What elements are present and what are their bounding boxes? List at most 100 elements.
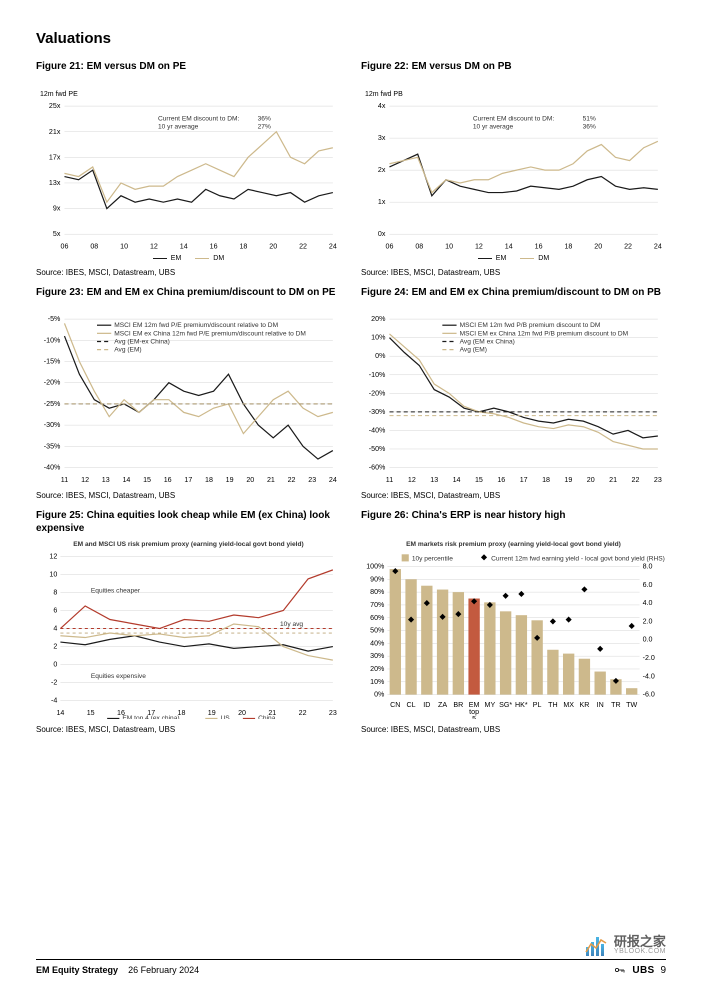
fig22-source: Source: IBES, MSCI, Datastream, UBS — [361, 268, 666, 277]
svg-text:12: 12 — [475, 242, 483, 250]
svg-text:10%: 10% — [370, 678, 385, 686]
svg-text:17x: 17x — [49, 153, 61, 161]
fig23-chart: -40%-35%-30%-25%-20%-15%-10%-5%111213141… — [36, 313, 341, 486]
svg-text:0: 0 — [53, 661, 57, 669]
svg-text:Avg (EM): Avg (EM) — [114, 346, 141, 353]
svg-text:51%: 51% — [583, 115, 596, 122]
svg-text:Equities expensive: Equities expensive — [91, 673, 146, 680]
svg-text:TH: TH — [548, 701, 557, 709]
svg-text:MY: MY — [485, 701, 496, 709]
svg-text:20: 20 — [246, 475, 254, 483]
svg-text:40%: 40% — [370, 640, 385, 648]
svg-text:16: 16 — [210, 242, 218, 250]
fig22-title: Figure 22: EM versus DM on PB — [361, 61, 666, 87]
figure-22: Figure 22: EM versus DM on PB 12m fwd PB… — [361, 61, 666, 277]
svg-text:-60%: -60% — [369, 463, 386, 471]
svg-text:Avg (EM): Avg (EM) — [460, 346, 487, 353]
svg-text:25x: 25x — [49, 102, 61, 110]
svg-text:22: 22 — [299, 709, 307, 717]
svg-text:19: 19 — [564, 475, 572, 483]
svg-text:4x: 4x — [378, 102, 386, 110]
footer-right: UBS 9 — [614, 964, 666, 976]
svg-text:CN: CN — [390, 701, 400, 709]
svg-text:EM and MSCI US risk premium pr: EM and MSCI US risk premium proxy (earni… — [73, 541, 303, 548]
fig21-legend-dm: DM — [213, 255, 224, 262]
svg-text:Current EM discount to DM:10 y: Current EM discount to DM:10 yr average — [473, 115, 555, 130]
svg-text:18: 18 — [239, 242, 247, 250]
fig22-legend-em: EM — [496, 255, 507, 262]
svg-text:-35%: -35% — [44, 442, 61, 450]
watermark-text: 研报之家 — [614, 935, 666, 948]
svg-text:16: 16 — [164, 475, 172, 483]
svg-text:-2.0: -2.0 — [643, 654, 655, 662]
fig21-source: Source: IBES, MSCI, Datastream, UBS — [36, 268, 341, 277]
svg-text:KR: KR — [579, 701, 589, 709]
svg-text:CL: CL — [407, 701, 416, 709]
svg-text:6: 6 — [53, 607, 57, 615]
svg-text:22: 22 — [632, 475, 640, 483]
svg-text:-4: -4 — [51, 697, 57, 705]
svg-text:20%: 20% — [370, 665, 385, 673]
svg-text:23: 23 — [654, 475, 662, 483]
figure-24: Figure 24: EM and EM ex China premium/di… — [361, 287, 666, 501]
fig24-chart: -60%-50%-40%-30%-20%-10%0%10%20%11121314… — [361, 313, 666, 486]
svg-text:8.0: 8.0 — [643, 563, 653, 571]
fig22-chart: 0x1x2x3x4x06081012141618202224Current EM… — [361, 100, 666, 253]
svg-text:20: 20 — [238, 709, 246, 717]
svg-text:-4.0: -4.0 — [643, 673, 655, 681]
fig21-subtitle: 12m fwd PE — [40, 91, 341, 98]
watermark-url: YBLOOK.COM — [614, 948, 666, 955]
svg-text:14: 14 — [180, 242, 188, 250]
fig22-legend: EM DM — [361, 255, 666, 262]
svg-text:19: 19 — [226, 475, 234, 483]
svg-text:23: 23 — [329, 709, 337, 717]
svg-text:14: 14 — [122, 475, 130, 483]
fig25-source: Source: IBES, MSCI, Datastream, UBS — [36, 725, 341, 734]
ubs-logo-text: UBS — [632, 965, 654, 976]
svg-text:EM markets risk premium proxy: EM markets risk premium proxy (earning y… — [406, 541, 621, 548]
svg-text:-25%: -25% — [44, 399, 61, 407]
svg-text:30%: 30% — [370, 653, 385, 661]
svg-text:19: 19 — [208, 709, 216, 717]
svg-text:06: 06 — [386, 242, 394, 250]
svg-text:14: 14 — [56, 709, 64, 717]
svg-text:24: 24 — [329, 475, 337, 483]
svg-text:14: 14 — [453, 475, 461, 483]
svg-text:10: 10 — [120, 242, 128, 250]
svg-text:10y avg: 10y avg — [280, 621, 303, 628]
svg-text:-20%: -20% — [44, 378, 61, 386]
footer-doc-title: EM Equity Strategy — [36, 965, 118, 975]
svg-text:24: 24 — [654, 242, 662, 250]
fig21-title: Figure 21: EM versus DM on PE — [36, 61, 341, 87]
svg-text:15: 15 — [475, 475, 483, 483]
svg-text:Current EM discount to DM:10 y: Current EM discount to DM:10 yr average — [158, 115, 240, 130]
footer-left: EM Equity Strategy 26 February 2024 — [36, 965, 199, 975]
fig21-chart: 5x9x13x17x21x25x06081012141618202224Curr… — [36, 100, 341, 253]
page-number: 9 — [660, 965, 666, 976]
svg-text:12: 12 — [150, 242, 158, 250]
svg-text:MSCI EM 12m fwd P/E premium/di: MSCI EM 12m fwd P/E premium/discount rel… — [114, 322, 278, 329]
svg-text:36%: 36% — [583, 123, 596, 130]
page-footer: EM Equity Strategy 26 February 2024 UBS … — [36, 959, 666, 976]
svg-text:100%: 100% — [366, 563, 385, 571]
svg-text:06: 06 — [61, 242, 69, 250]
svg-text:80%: 80% — [370, 588, 385, 596]
svg-text:21x: 21x — [49, 128, 61, 136]
svg-text:27%: 27% — [258, 123, 271, 130]
svg-text:0%: 0% — [374, 691, 385, 699]
svg-text:12: 12 — [49, 553, 57, 561]
svg-text:90%: 90% — [370, 576, 385, 584]
watermark-line-icon — [584, 934, 608, 956]
svg-text:18: 18 — [205, 475, 213, 483]
svg-text:22: 22 — [288, 475, 296, 483]
svg-text:18: 18 — [564, 242, 572, 250]
ubs-keys-icon — [614, 964, 626, 976]
svg-text:14: 14 — [505, 242, 513, 250]
svg-text:BR: BR — [453, 701, 463, 709]
svg-text:EM top 4 (ex china): EM top 4 (ex china) — [122, 715, 179, 719]
svg-text:-30%: -30% — [369, 407, 386, 415]
svg-text:15: 15 — [143, 475, 151, 483]
svg-text:-40%: -40% — [44, 463, 61, 471]
fig24-source: Source: IBES, MSCI, Datastream, UBS — [361, 491, 666, 500]
svg-text:21: 21 — [609, 475, 617, 483]
